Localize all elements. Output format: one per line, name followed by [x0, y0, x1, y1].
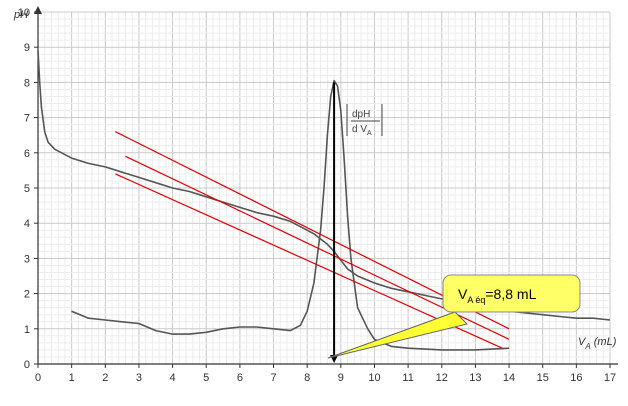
y-tick-label: 8: [24, 77, 30, 89]
y-tick-label: 10: [18, 7, 30, 19]
y-tick-label: 3: [24, 253, 30, 265]
y-tick-label: 4: [24, 218, 30, 230]
x-axis-label-unit: (mL): [594, 336, 617, 348]
y-tick-label: 2: [24, 289, 30, 301]
x-axis-label-main: V: [578, 336, 587, 348]
x-axis-label: VA (mL): [578, 336, 617, 351]
y-tick-label: 7: [24, 113, 30, 125]
svg-text:dpH: dpH: [352, 109, 370, 120]
x-tick-label: 8: [304, 372, 310, 384]
x-axis-label-sub: A: [584, 342, 590, 351]
y-tick-label: 5: [24, 183, 30, 195]
x-tick-label: 2: [102, 372, 108, 384]
callout-text: VA éq=8,8 mL: [458, 286, 537, 305]
y-tick-label: 0: [24, 359, 30, 371]
x-tick-label: 4: [170, 372, 176, 384]
x-tick-label: 1: [69, 372, 75, 384]
x-tick-label: 5: [203, 372, 209, 384]
x-tick-label: 14: [503, 372, 515, 384]
x-tick-label: 3: [136, 372, 142, 384]
y-tick-label: 6: [24, 148, 30, 160]
y-axis-label: pH: [13, 9, 28, 21]
svg-text:d VA: d VA: [352, 124, 372, 137]
equivalence-callout: VA éq=8,8 mL: [327, 274, 581, 359]
x-tick-label: 16: [570, 372, 582, 384]
x-tick-label: 17: [604, 372, 616, 384]
x-tick-label: 10: [368, 372, 380, 384]
x-tick-label: 6: [237, 372, 243, 384]
callout-arrow: [327, 311, 468, 359]
x-tick-label: 13: [469, 372, 481, 384]
derivative-curve: [71, 79, 510, 351]
x-tick-label: 11: [402, 372, 413, 384]
x-tick-label: 0: [35, 372, 41, 384]
x-tick-label: 12: [436, 372, 448, 384]
x-tick-label: 15: [537, 372, 549, 384]
callout-box: [442, 274, 581, 313]
chart-grid: [37, 11, 611, 365]
y-tick-label: 1: [24, 324, 30, 336]
derivative-label: dpH d VA: [346, 104, 383, 137]
x-tick-label: 9: [338, 372, 344, 384]
x-tick-label: 7: [270, 372, 276, 384]
y-tick-label: 9: [24, 42, 30, 54]
